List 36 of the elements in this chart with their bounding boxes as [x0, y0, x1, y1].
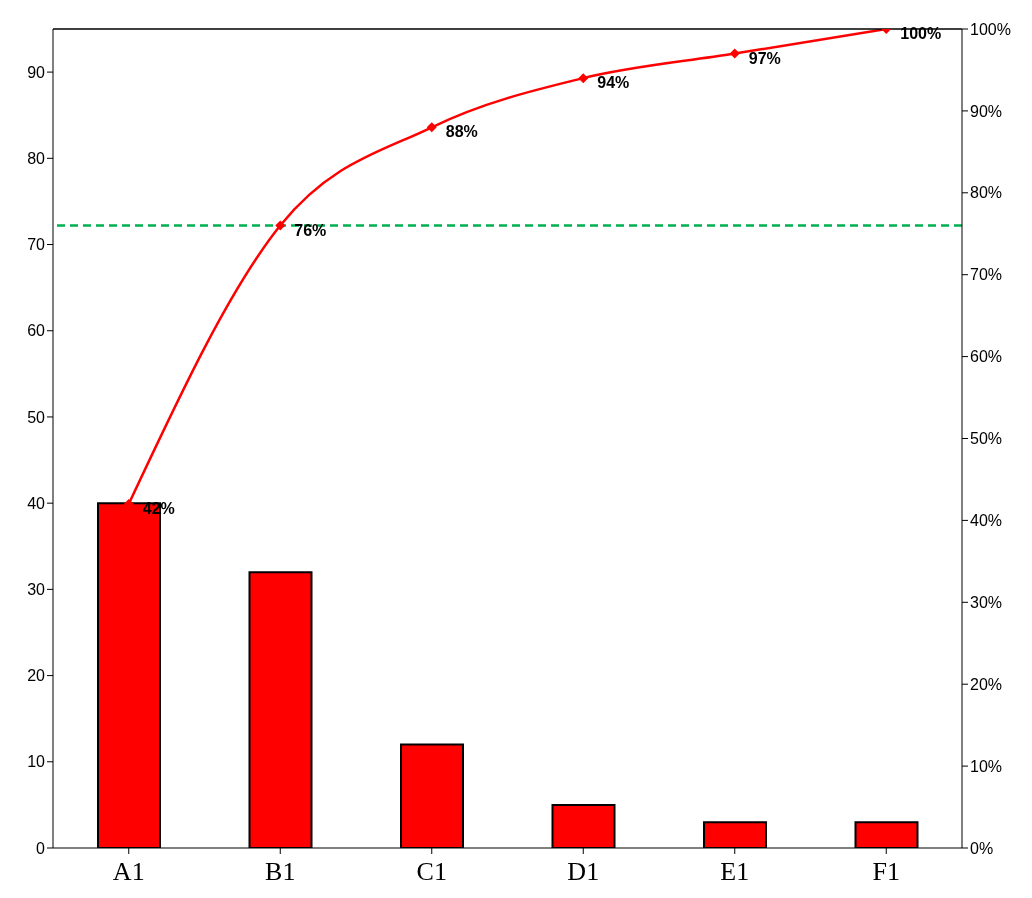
y-tick-label: 90	[27, 63, 46, 81]
data-label: 94%	[597, 74, 630, 92]
y-tick-label: 0	[36, 839, 46, 857]
y2-tick-label: 70%	[970, 266, 1003, 284]
x-tick-label: D1	[567, 857, 600, 887]
y2-tick-label: 30%	[970, 593, 1003, 611]
y2-tick-label: 20%	[970, 675, 1003, 693]
x-tick-label: E1	[720, 857, 750, 887]
data-label: 76%	[294, 221, 327, 239]
y2-tick-label: 80%	[970, 184, 1003, 202]
point	[275, 220, 286, 231]
y-tick-label: 70	[27, 236, 46, 254]
data-label: 97%	[748, 49, 781, 67]
y2-tick-label: 40%	[970, 512, 1003, 530]
data-label: 88%	[445, 123, 478, 141]
y-tick-label: 50	[27, 408, 46, 426]
y2-tick-label: 10%	[970, 757, 1003, 775]
data-label: 100%	[900, 25, 942, 43]
y2-tick-label: 100%	[970, 20, 1011, 38]
point	[729, 48, 740, 59]
y2-tick-label: 50%	[970, 430, 1003, 448]
x-tick-label: B1	[265, 857, 296, 887]
y-tick-label: 10	[27, 753, 46, 771]
y-tick-label: 80	[27, 150, 46, 167]
y-tick-label: 40	[27, 494, 46, 512]
point	[426, 122, 437, 133]
x-tick-label: F1	[872, 857, 900, 887]
x-tick-label: A1	[112, 857, 145, 887]
y2-tick-label: 60%	[970, 348, 1003, 366]
point	[578, 73, 589, 84]
y-tick-label: 30	[27, 581, 46, 599]
x-tick-label: C1	[416, 857, 447, 887]
y-tick-label: 60	[27, 322, 46, 340]
y2-tick-label: 0%	[970, 839, 994, 857]
y2-tick-label: 90%	[970, 102, 1003, 120]
y-tick-label: 20	[27, 667, 46, 685]
